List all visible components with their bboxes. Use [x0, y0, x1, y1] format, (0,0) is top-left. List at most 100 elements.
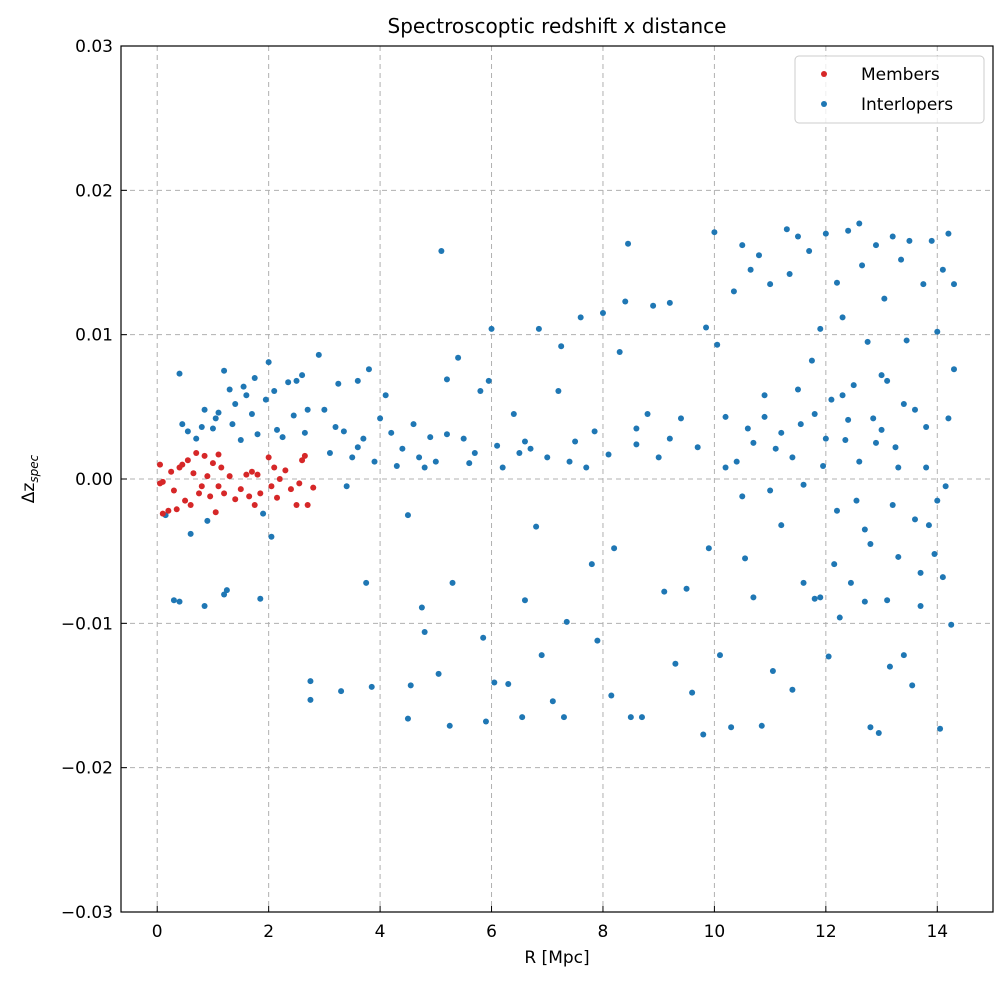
point-interlopers: [538, 652, 545, 659]
point-members: [310, 484, 317, 491]
point-interlopers: [917, 569, 924, 576]
point-interlopers: [176, 370, 183, 377]
point-interlopers: [859, 262, 866, 269]
grid: [121, 45, 993, 913]
point-interlopers: [404, 715, 411, 722]
point-interlopers: [271, 387, 278, 394]
point-members: [237, 486, 244, 493]
point-interlopers: [304, 406, 311, 413]
point-members: [218, 464, 225, 471]
point-members: [287, 486, 294, 493]
point-interlopers: [633, 441, 640, 448]
point-members: [257, 490, 264, 497]
point-members: [215, 483, 222, 490]
point-interlopers: [360, 435, 367, 442]
y-tick-label: −0.02: [61, 759, 113, 779]
point-interlopers: [521, 438, 528, 445]
point-interlopers: [937, 725, 944, 732]
point-interlopers: [934, 497, 941, 504]
point-interlopers: [655, 454, 662, 461]
point-interlopers: [184, 428, 191, 435]
point-interlopers: [577, 314, 584, 321]
point-interlopers: [739, 242, 746, 249]
point-members: [276, 476, 283, 482]
legend-marker-members: [821, 71, 827, 77]
point-interlopers: [789, 686, 796, 693]
point-interlopers: [714, 341, 721, 348]
point-interlopers: [864, 338, 871, 345]
point-interlopers: [878, 426, 885, 433]
point-interlopers: [705, 545, 712, 552]
point-interlopers: [455, 354, 462, 361]
point-interlopers: [349, 454, 356, 461]
point-interlopers: [187, 530, 194, 537]
point-interlopers: [560, 714, 567, 721]
point-members: [212, 509, 219, 516]
point-members: [293, 501, 300, 508]
point-members: [271, 464, 278, 471]
point-interlopers: [672, 660, 679, 667]
point-interlopers: [895, 464, 902, 471]
point-interlopers: [638, 714, 645, 721]
point-interlopers: [836, 614, 843, 621]
y-tick-label: 0.03: [75, 37, 113, 57]
point-interlopers: [820, 463, 827, 470]
legend-marker-interlopers: [821, 101, 827, 107]
point-interlopers: [365, 366, 372, 373]
legend-label-interlopers: Interlopers: [861, 95, 953, 115]
point-interlopers: [730, 288, 737, 295]
x-axis-label: R [Mpc]: [524, 948, 589, 968]
point-interlopers: [931, 551, 938, 558]
point-interlopers: [839, 392, 846, 399]
point-interlopers: [485, 377, 492, 384]
point-interlopers: [290, 412, 297, 419]
point-members: [268, 483, 275, 490]
point-interlopers: [212, 415, 219, 422]
point-interlopers: [758, 722, 765, 729]
point-interlopers: [251, 374, 258, 381]
data-points: [157, 220, 957, 738]
point-interlopers: [393, 463, 400, 470]
point-interlopers: [872, 439, 879, 446]
point-members: [173, 506, 180, 513]
point-members: [157, 461, 164, 468]
point-interlopers: [443, 431, 450, 438]
point-interlopers: [761, 392, 768, 399]
point-interlopers: [889, 501, 896, 508]
point-interlopers: [772, 445, 779, 452]
point-interlopers: [750, 439, 757, 446]
point-interlopers: [870, 415, 877, 422]
point-interlopers: [808, 357, 815, 364]
point-interlopers: [750, 594, 757, 601]
x-tick-label: 10: [704, 922, 726, 942]
point-interlopers: [466, 460, 473, 467]
point-interlopers: [221, 591, 228, 598]
point-interlopers: [917, 603, 924, 610]
y-tick-label: 0.02: [75, 181, 113, 201]
point-interlopers: [900, 652, 907, 659]
point-interlopers: [338, 688, 345, 695]
point-interlopers: [911, 406, 918, 413]
point-interlopers: [872, 242, 879, 249]
point-interlopers: [800, 579, 807, 586]
point-interlopers: [895, 553, 902, 560]
ticks: 0 2 4 6 8 10 12 14 −0.03 −0.02 −0.01 0.00 0.01 0.02 0.…: [61, 37, 948, 942]
point-interlopers: [644, 411, 651, 418]
point-interlopers: [499, 464, 506, 471]
point-interlopers: [363, 579, 370, 586]
point-interlopers: [867, 540, 874, 547]
point-interlopers: [881, 295, 888, 302]
point-interlopers: [666, 299, 673, 306]
point-interlopers: [519, 714, 526, 721]
point-interlopers: [797, 421, 804, 428]
point-interlopers: [407, 682, 414, 689]
point-interlopers: [510, 411, 517, 418]
point-interlopers: [889, 233, 896, 240]
point-interlopers: [950, 281, 957, 288]
point-interlopers: [778, 522, 785, 529]
point-interlopers: [549, 698, 556, 705]
point-interlopers: [767, 281, 774, 288]
point-interlopers: [884, 377, 891, 384]
point-interlopers: [847, 579, 854, 586]
point-interlopers: [558, 343, 565, 350]
